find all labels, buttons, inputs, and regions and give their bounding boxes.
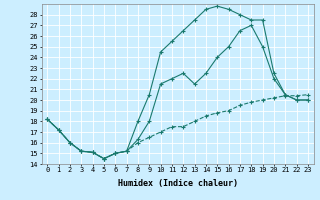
- X-axis label: Humidex (Indice chaleur): Humidex (Indice chaleur): [118, 179, 237, 188]
